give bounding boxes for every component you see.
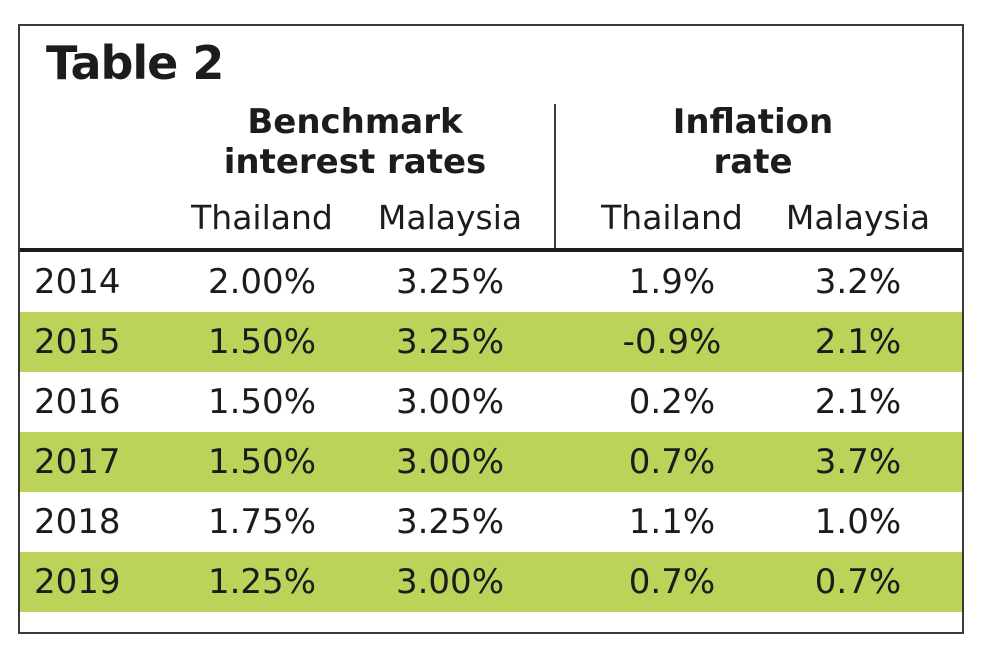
table-title: Table 2 [46,36,224,90]
col-header-bench-thailand: Thailand [191,198,333,237]
col-header-infl-thailand: Thailand [601,198,743,237]
infl-malaysia-cell: 2.1% [814,322,902,362]
table-frame: Table 2 Benchmark interest rates Inflati… [18,24,964,634]
bench-thailand-cell: 1.75% [207,502,316,542]
inflation-header-line1: Inflation [672,102,834,142]
header-rule [20,248,962,252]
bench-malaysia-cell: 3.00% [395,442,504,482]
table-row: 2018 1.75% 3.25% 1.1% 1.0% [20,492,962,552]
benchmark-header-line1: Benchmark [247,102,463,142]
infl-thailand-cell: 1.1% [628,502,716,542]
infl-malaysia-cell: 2.1% [814,382,902,422]
year-cell: 2015 [34,322,121,362]
table-body: 2014 2.00% 3.25% 1.9% 3.2% 2015 1.50% 3.… [20,252,962,612]
bench-malaysia-cell: 3.25% [395,502,504,542]
table-row: 2019 1.25% 3.00% 0.7% 0.7% [20,552,962,612]
table-row: 2014 2.00% 3.25% 1.9% 3.2% [20,252,962,312]
year-cell: 2014 [34,262,121,302]
bench-thailand-cell: 1.25% [207,562,316,602]
table-row: 2016 1.50% 3.00% 0.2% 2.1% [20,372,962,432]
year-cell: 2018 [34,502,121,542]
year-cell: 2019 [34,562,121,602]
column-group-divider [554,104,556,249]
benchmark-header-line2: interest rates [223,142,487,182]
col-header-bench-malaysia: Malaysia [377,198,523,237]
infl-thailand-cell: 0.7% [628,562,716,602]
infl-malaysia-cell: 3.2% [814,262,902,302]
year-cell: 2017 [34,442,121,482]
col-header-infl-malaysia: Malaysia [785,198,931,237]
inflation-group-header: Inflation rate [568,102,938,182]
bench-malaysia-cell: 3.00% [395,562,504,602]
infl-thailand-cell: 0.2% [628,382,716,422]
table-row: 2017 1.50% 3.00% 0.7% 3.7% [20,432,962,492]
benchmark-group-header: Benchmark interest rates [170,102,540,182]
bench-malaysia-cell: 3.00% [395,382,504,422]
infl-malaysia-cell: 1.0% [814,502,902,542]
table-row: 2015 1.50% 3.25% -0.9% 2.1% [20,312,962,372]
bench-malaysia-cell: 3.25% [395,322,504,362]
infl-malaysia-cell: 0.7% [814,562,902,602]
inflation-header-line2: rate [713,142,793,182]
infl-thailand-cell: 0.7% [628,442,716,482]
bench-thailand-cell: 1.50% [207,322,316,362]
bench-thailand-cell: 1.50% [207,442,316,482]
bench-thailand-cell: 2.00% [207,262,316,302]
infl-thailand-cell: -0.9% [622,322,722,362]
year-cell: 2016 [34,382,121,422]
bench-thailand-cell: 1.50% [207,382,316,422]
infl-thailand-cell: 1.9% [628,262,716,302]
infl-malaysia-cell: 3.7% [814,442,902,482]
bench-malaysia-cell: 3.25% [395,262,504,302]
